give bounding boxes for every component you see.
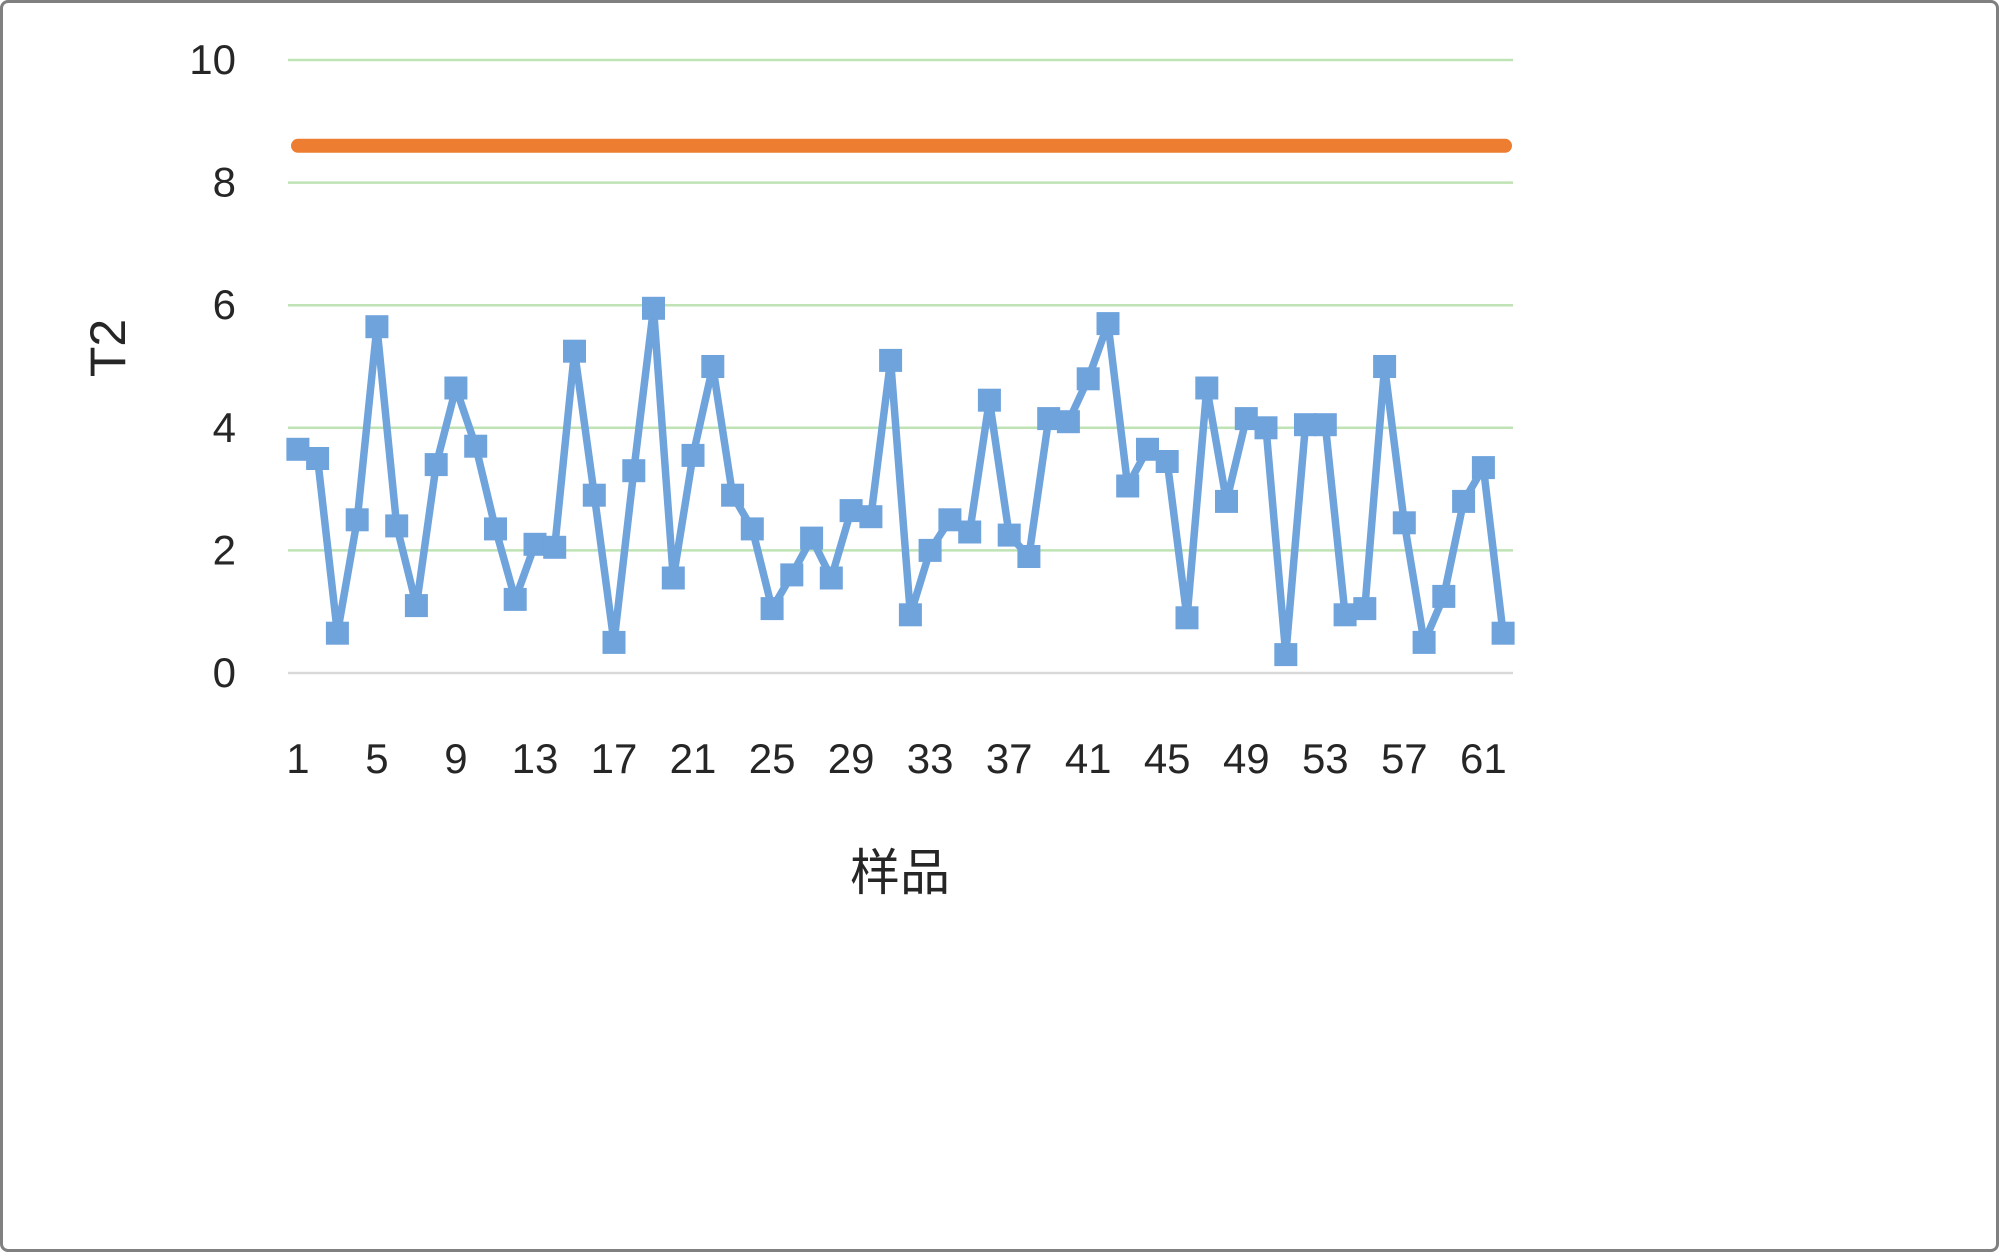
t2-series-marker <box>1412 630 1436 654</box>
x-tick-label: 25 <box>749 735 796 782</box>
x-tick-label: 57 <box>1381 735 1428 782</box>
t2-series-line <box>294 304 1507 659</box>
t2-series-marker <box>1432 584 1456 608</box>
t2-series-marker <box>424 453 448 477</box>
t2-series-marker <box>1056 410 1080 434</box>
t2-series-marker <box>997 523 1021 547</box>
t2-series-marker <box>444 376 468 400</box>
t2-series-marker <box>800 526 824 550</box>
t2-series-marker <box>1096 312 1120 336</box>
t2-series-marker <box>958 520 982 544</box>
t2-series-marker <box>1017 545 1041 568</box>
x-tick-label: 5 <box>365 735 388 782</box>
x-tick-label: 33 <box>907 735 954 782</box>
y-tick-label: 0 <box>213 649 236 696</box>
t2-series-marker <box>1333 603 1357 627</box>
t2-series-marker <box>1373 355 1397 378</box>
t2-series-marker <box>918 538 942 562</box>
t2-series-marker <box>503 587 527 611</box>
t2-series-marker <box>325 621 349 645</box>
x-tick-label: 1 <box>286 735 309 782</box>
t2-series-marker <box>464 434 488 458</box>
t2-series-marker <box>543 535 567 559</box>
t2-series-marker <box>1392 511 1416 535</box>
t2-series-marker <box>1175 606 1199 630</box>
t2-series-marker <box>1155 450 1179 473</box>
t2-series-marker <box>582 483 606 507</box>
x-tick-label: 41 <box>1065 735 1112 782</box>
t2-series-marker <box>1215 489 1238 513</box>
t2-series-marker <box>1076 367 1100 391</box>
t2-series-marker <box>819 566 843 590</box>
t2-control-chart: 0 2 4 6 8 10 1 5 9 13 17 21 25 29 33 37 41 45 49 53 57 61 <box>189 36 1515 782</box>
t2-series-marker <box>1353 597 1377 621</box>
t2-series-marker <box>306 447 330 470</box>
t2-series-marker <box>563 339 586 363</box>
t2-series-marker <box>345 508 369 532</box>
t2-series-marker <box>404 594 428 618</box>
t2-series-marker <box>839 499 863 523</box>
y-axis-title: T2 <box>80 318 136 378</box>
t2-series-marker <box>977 388 1001 412</box>
x-tick-label: 13 <box>512 735 559 782</box>
t2-series-marker <box>365 315 389 339</box>
t2-series-marker <box>1452 489 1476 513</box>
t2-series-marker <box>938 508 962 532</box>
x-tick-label: 21 <box>670 735 717 782</box>
t2-series-marker <box>602 630 626 654</box>
t2-series-marker <box>1294 413 1317 437</box>
x-tick-label: 49 <box>1223 735 1270 782</box>
t2-series-marker <box>1234 407 1258 431</box>
t2-series-marker <box>1037 407 1061 431</box>
t2-series-marker <box>1136 437 1159 461</box>
t2-series-marker <box>1471 456 1495 480</box>
t2-series-marker <box>898 603 922 627</box>
t2-series-marker <box>286 437 310 461</box>
t2-series-marker <box>385 514 409 538</box>
t2-series-marker <box>484 517 507 541</box>
t2-series-marker <box>642 296 665 320</box>
t2-series-marker <box>859 505 883 529</box>
t2-series-marker <box>721 483 745 507</box>
x-tick-label: 61 <box>1460 735 1507 782</box>
t2-series-marker <box>523 532 547 556</box>
x-tick-label: 45 <box>1144 735 1191 782</box>
t2-series-marker <box>701 355 725 378</box>
y-tick-label: 6 <box>213 281 236 328</box>
t2-series-marker <box>740 517 764 541</box>
x-tick-label: 17 <box>591 735 638 782</box>
y-tick-label: 2 <box>213 526 236 573</box>
t2-series-marker <box>1116 474 1140 498</box>
t2-series-marker <box>622 459 646 483</box>
x-axis-title: 样品 <box>850 845 950 901</box>
t2-series-marker <box>661 566 685 590</box>
t2-series-marker <box>1313 413 1337 437</box>
t2-series-marker <box>780 563 804 587</box>
t2-series-marker <box>879 348 903 372</box>
t2-series-marker <box>681 443 705 467</box>
t2-series-marker <box>760 597 784 621</box>
x-tick-label: 9 <box>444 735 467 782</box>
y-tick-label: 8 <box>213 159 236 206</box>
t2-series-marker <box>1254 416 1278 440</box>
x-tick-label: 29 <box>828 735 875 782</box>
t2-series-marker <box>1491 621 1515 645</box>
x-tick-label: 37 <box>986 735 1033 782</box>
t2-series-marker <box>1274 643 1298 667</box>
t2-series-marker <box>1195 376 1219 400</box>
x-tick-label: 53 <box>1302 735 1349 782</box>
y-tick-label: 10 <box>189 36 236 83</box>
y-tick-label: 4 <box>213 404 236 451</box>
